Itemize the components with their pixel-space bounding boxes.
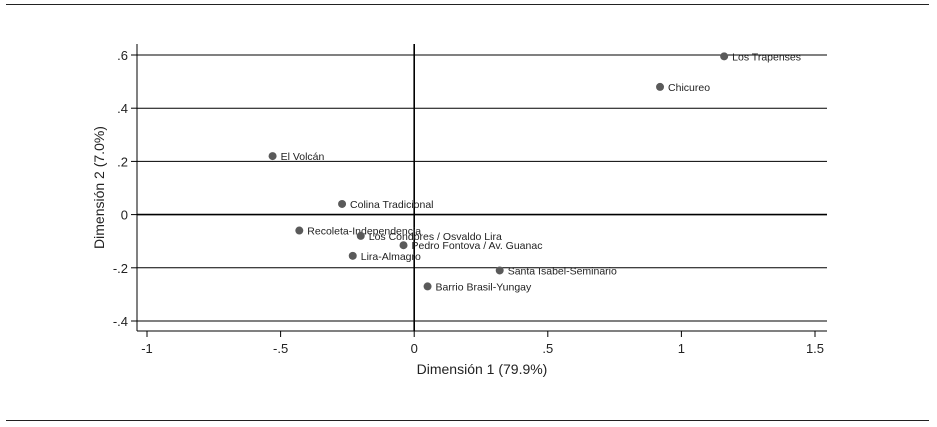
y-tick-label: .2 [117,154,128,169]
data-point-label: Chicureo [668,82,710,94]
data-point-label: Recoleta-Independencia [307,226,421,238]
x-tick-label: 1.5 [806,341,824,356]
data-point [423,282,432,291]
data-point [356,231,365,240]
data-point-label: Santa Isabel-Seminario [508,265,617,277]
data-point [656,82,665,91]
data-point-label: El Volcán [281,151,325,163]
reference-lines [137,44,827,331]
x-axis-title: Dimensión 1 (79.9%) [417,361,548,377]
y-tick-label: 0 [121,208,128,223]
data-point [348,251,357,260]
y-tick-label: -.4 [113,314,128,329]
data-points: Los Trapenses Chicureo El Volcán Colina Tra… [268,51,801,293]
data-point [495,266,504,275]
x-tick-label: 1 [678,341,685,356]
data-point [295,226,304,235]
x-tick-label: 0 [411,341,418,356]
x-tick-label: -1 [141,341,153,356]
data-point [268,152,277,161]
bottom-rule [6,420,929,421]
y-tick-label: .6 [117,48,128,63]
y-axis-ticks: -.4 -.2 0 .2 .4 .6 [113,48,137,329]
y-axis-title: Dimensión 2 (7.0%) [91,126,107,249]
top-rule [6,4,929,5]
data-point-label: Barrio Brasil-Yungay [436,281,532,293]
data-point [720,52,729,61]
gridlines [137,54,827,322]
data-point [399,241,408,250]
x-axis-ticks: -1 -.5 0 .5 1 1.5 [141,331,824,356]
data-point-label: Lira-Almagro [361,251,421,263]
data-point-label: Pedro Fontova / Av. Guanac [412,240,543,252]
y-tick-label: .4 [117,101,128,116]
data-point [338,199,347,208]
y-tick-label: -.2 [113,261,128,276]
axes [136,44,827,332]
x-tick-label: -.5 [273,341,288,356]
x-tick-label: .5 [542,341,553,356]
data-point-label: Colina Tradicional [350,199,433,211]
data-point-label: Los Trapenses [732,51,801,63]
data-point-label: Los Condores / Osvaldo Lira [369,231,502,243]
